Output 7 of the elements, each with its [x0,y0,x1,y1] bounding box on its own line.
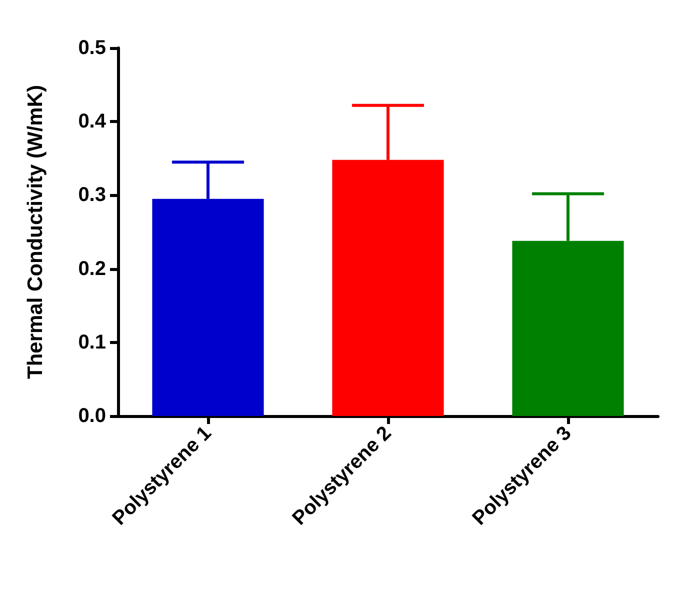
y-tick-label: 0.5 [78,37,106,59]
y-tick-label: 0.2 [78,258,106,280]
y-axis-title: Thermal Conductivity (W/mK) [24,84,47,380]
y-tick-label: 0.4 [78,110,107,133]
y-tick-label: 0.3 [78,184,106,206]
y-tick-label: 0.1 [78,331,106,354]
y-tick-label: 0.0 [78,405,106,427]
